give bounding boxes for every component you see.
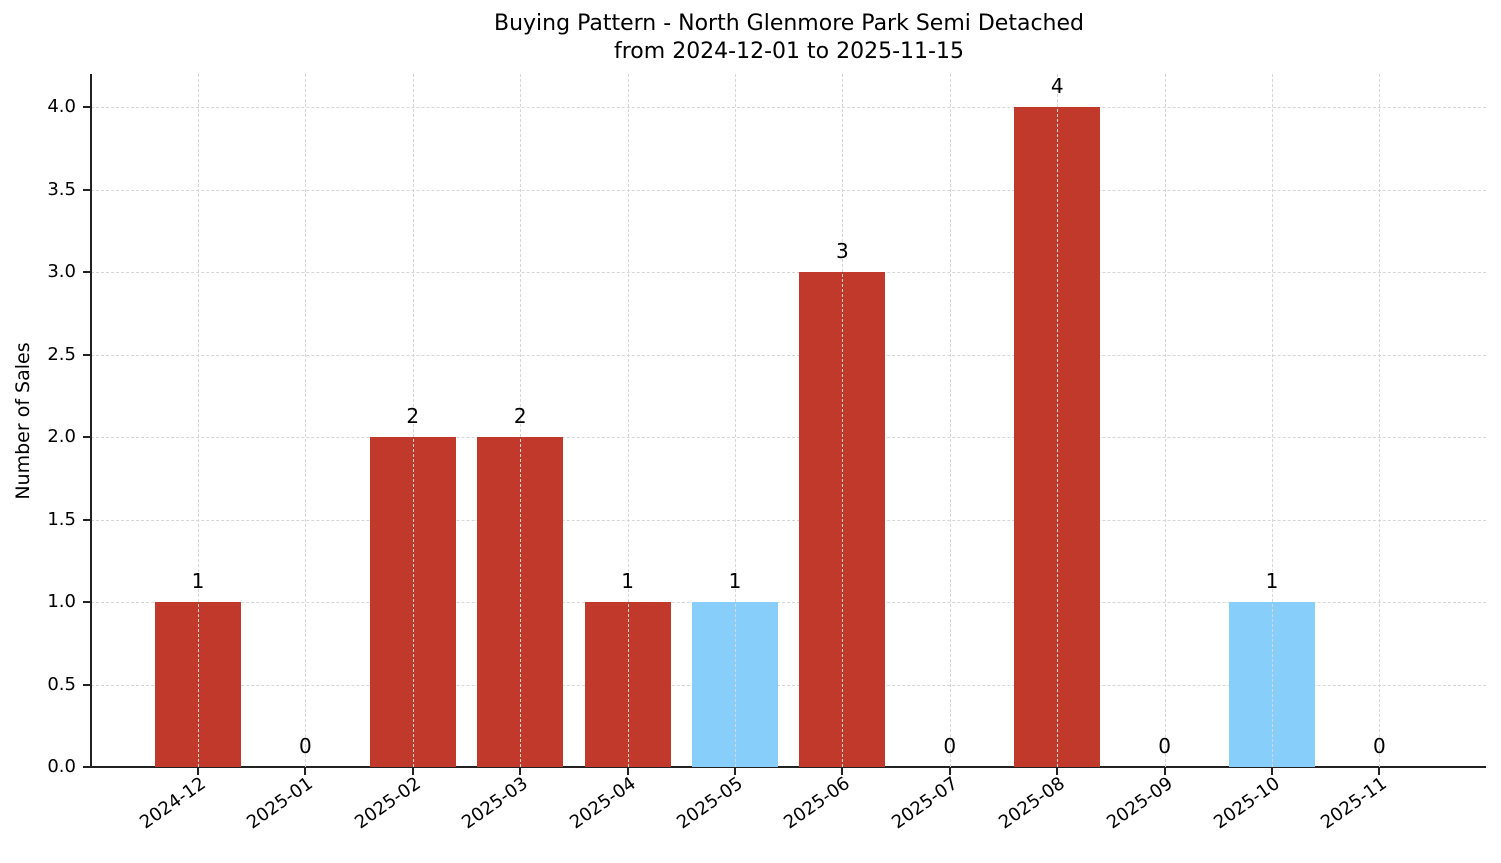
h-gridline xyxy=(91,107,1486,108)
bar-value-label: 3 xyxy=(836,239,849,263)
y-tick-label: 1.0 xyxy=(47,591,76,612)
x-tick-label: 2025-04 xyxy=(565,772,640,834)
y-tick-label: 2.0 xyxy=(47,426,76,447)
x-tick-label: 2025-07 xyxy=(887,772,962,834)
x-axis-line xyxy=(90,766,1486,768)
chart-subtitle: from 2024-12-01 to 2025-11-15 xyxy=(614,39,964,64)
v-gridline xyxy=(1379,74,1381,767)
x-tick-mark xyxy=(734,768,736,775)
y-tick-mark xyxy=(83,271,90,273)
x-tick-mark xyxy=(626,768,629,775)
y-tick-mark xyxy=(83,436,90,438)
y-tick-label: 0.0 xyxy=(47,756,76,777)
x-tick-label: 2025-03 xyxy=(458,772,532,834)
h-gridline xyxy=(91,684,1486,686)
x-tick-mark xyxy=(948,768,951,775)
x-tick-label: 2025-01 xyxy=(243,772,318,834)
bar-value-label: 2 xyxy=(406,404,420,428)
y-tick-mark xyxy=(83,601,90,603)
h-gridline xyxy=(91,602,1486,603)
x-tick-mark xyxy=(1163,768,1166,775)
v-gridline xyxy=(627,74,629,767)
x-tick-mark xyxy=(841,768,844,775)
v-gridline xyxy=(949,74,951,767)
x-tick-label: 2025-05 xyxy=(673,772,747,834)
v-gridline xyxy=(735,74,736,767)
x-tick-label: 2025-10 xyxy=(1210,772,1284,834)
h-gridline xyxy=(91,189,1486,191)
x-tick-label: 2025-09 xyxy=(1102,772,1177,834)
y-tick-label: 3.0 xyxy=(47,261,76,282)
y-tick-label: 0.5 xyxy=(47,673,76,695)
bar-value-label: 0 xyxy=(943,734,957,758)
bar-value-label: 1 xyxy=(728,569,742,593)
bar-value-label: 1 xyxy=(191,569,205,593)
v-gridline xyxy=(1057,74,1059,767)
v-gridline xyxy=(1272,74,1273,767)
x-tick-mark xyxy=(1271,768,1273,775)
v-gridline xyxy=(412,74,414,767)
x-tick-mark xyxy=(1378,768,1381,775)
x-tick-mark xyxy=(519,768,522,775)
v-gridline xyxy=(520,74,522,767)
x-tick-label: 2025-08 xyxy=(995,772,1069,834)
x-tick-mark xyxy=(1056,768,1059,775)
y-tick-label: 3.5 xyxy=(47,178,76,200)
h-gridline xyxy=(91,272,1486,273)
x-tick-mark xyxy=(304,768,307,775)
y-tick-mark xyxy=(83,683,90,686)
h-gridline xyxy=(91,437,1486,438)
bar-value-label: 1 xyxy=(1265,569,1279,593)
x-tick-label: 2025-06 xyxy=(780,772,855,834)
bar-value-label: 4 xyxy=(1050,74,1064,98)
bar-value-label: 0 xyxy=(299,734,312,758)
y-tick-mark xyxy=(83,353,90,356)
v-gridline xyxy=(305,74,307,767)
chart-title: Buying Pattern - North Glenmore Park Sem… xyxy=(0,10,1501,66)
v-gridline xyxy=(842,74,844,767)
v-gridline xyxy=(1164,74,1166,767)
v-gridline xyxy=(198,74,199,767)
x-tick-mark xyxy=(197,768,199,775)
h-gridline xyxy=(91,519,1486,521)
y-tick-label: 2.5 xyxy=(47,343,76,365)
x-tick-label: 2025-02 xyxy=(350,772,425,834)
y-tick-mark xyxy=(83,188,90,191)
bar-value-label: 0 xyxy=(1373,734,1386,758)
y-tick-label: 1.5 xyxy=(47,508,76,530)
bar-value-label: 2 xyxy=(513,404,527,428)
y-tick-mark xyxy=(83,106,90,108)
bar-value-label: 0 xyxy=(1158,734,1171,758)
h-gridline xyxy=(91,354,1486,356)
bar-value-label: 1 xyxy=(621,569,634,593)
y-tick-mark xyxy=(83,518,90,521)
y-axis-line xyxy=(90,74,92,768)
y-tick-mark xyxy=(83,766,90,768)
y-tick-label: 4.0 xyxy=(47,96,76,117)
chart-title-main: Buying Pattern - North Glenmore Park Sem… xyxy=(494,11,1084,36)
x-tick-label: 2025-11 xyxy=(1317,772,1392,834)
x-tick-mark xyxy=(411,768,414,775)
x-tick-label: 2024-12 xyxy=(136,772,210,834)
